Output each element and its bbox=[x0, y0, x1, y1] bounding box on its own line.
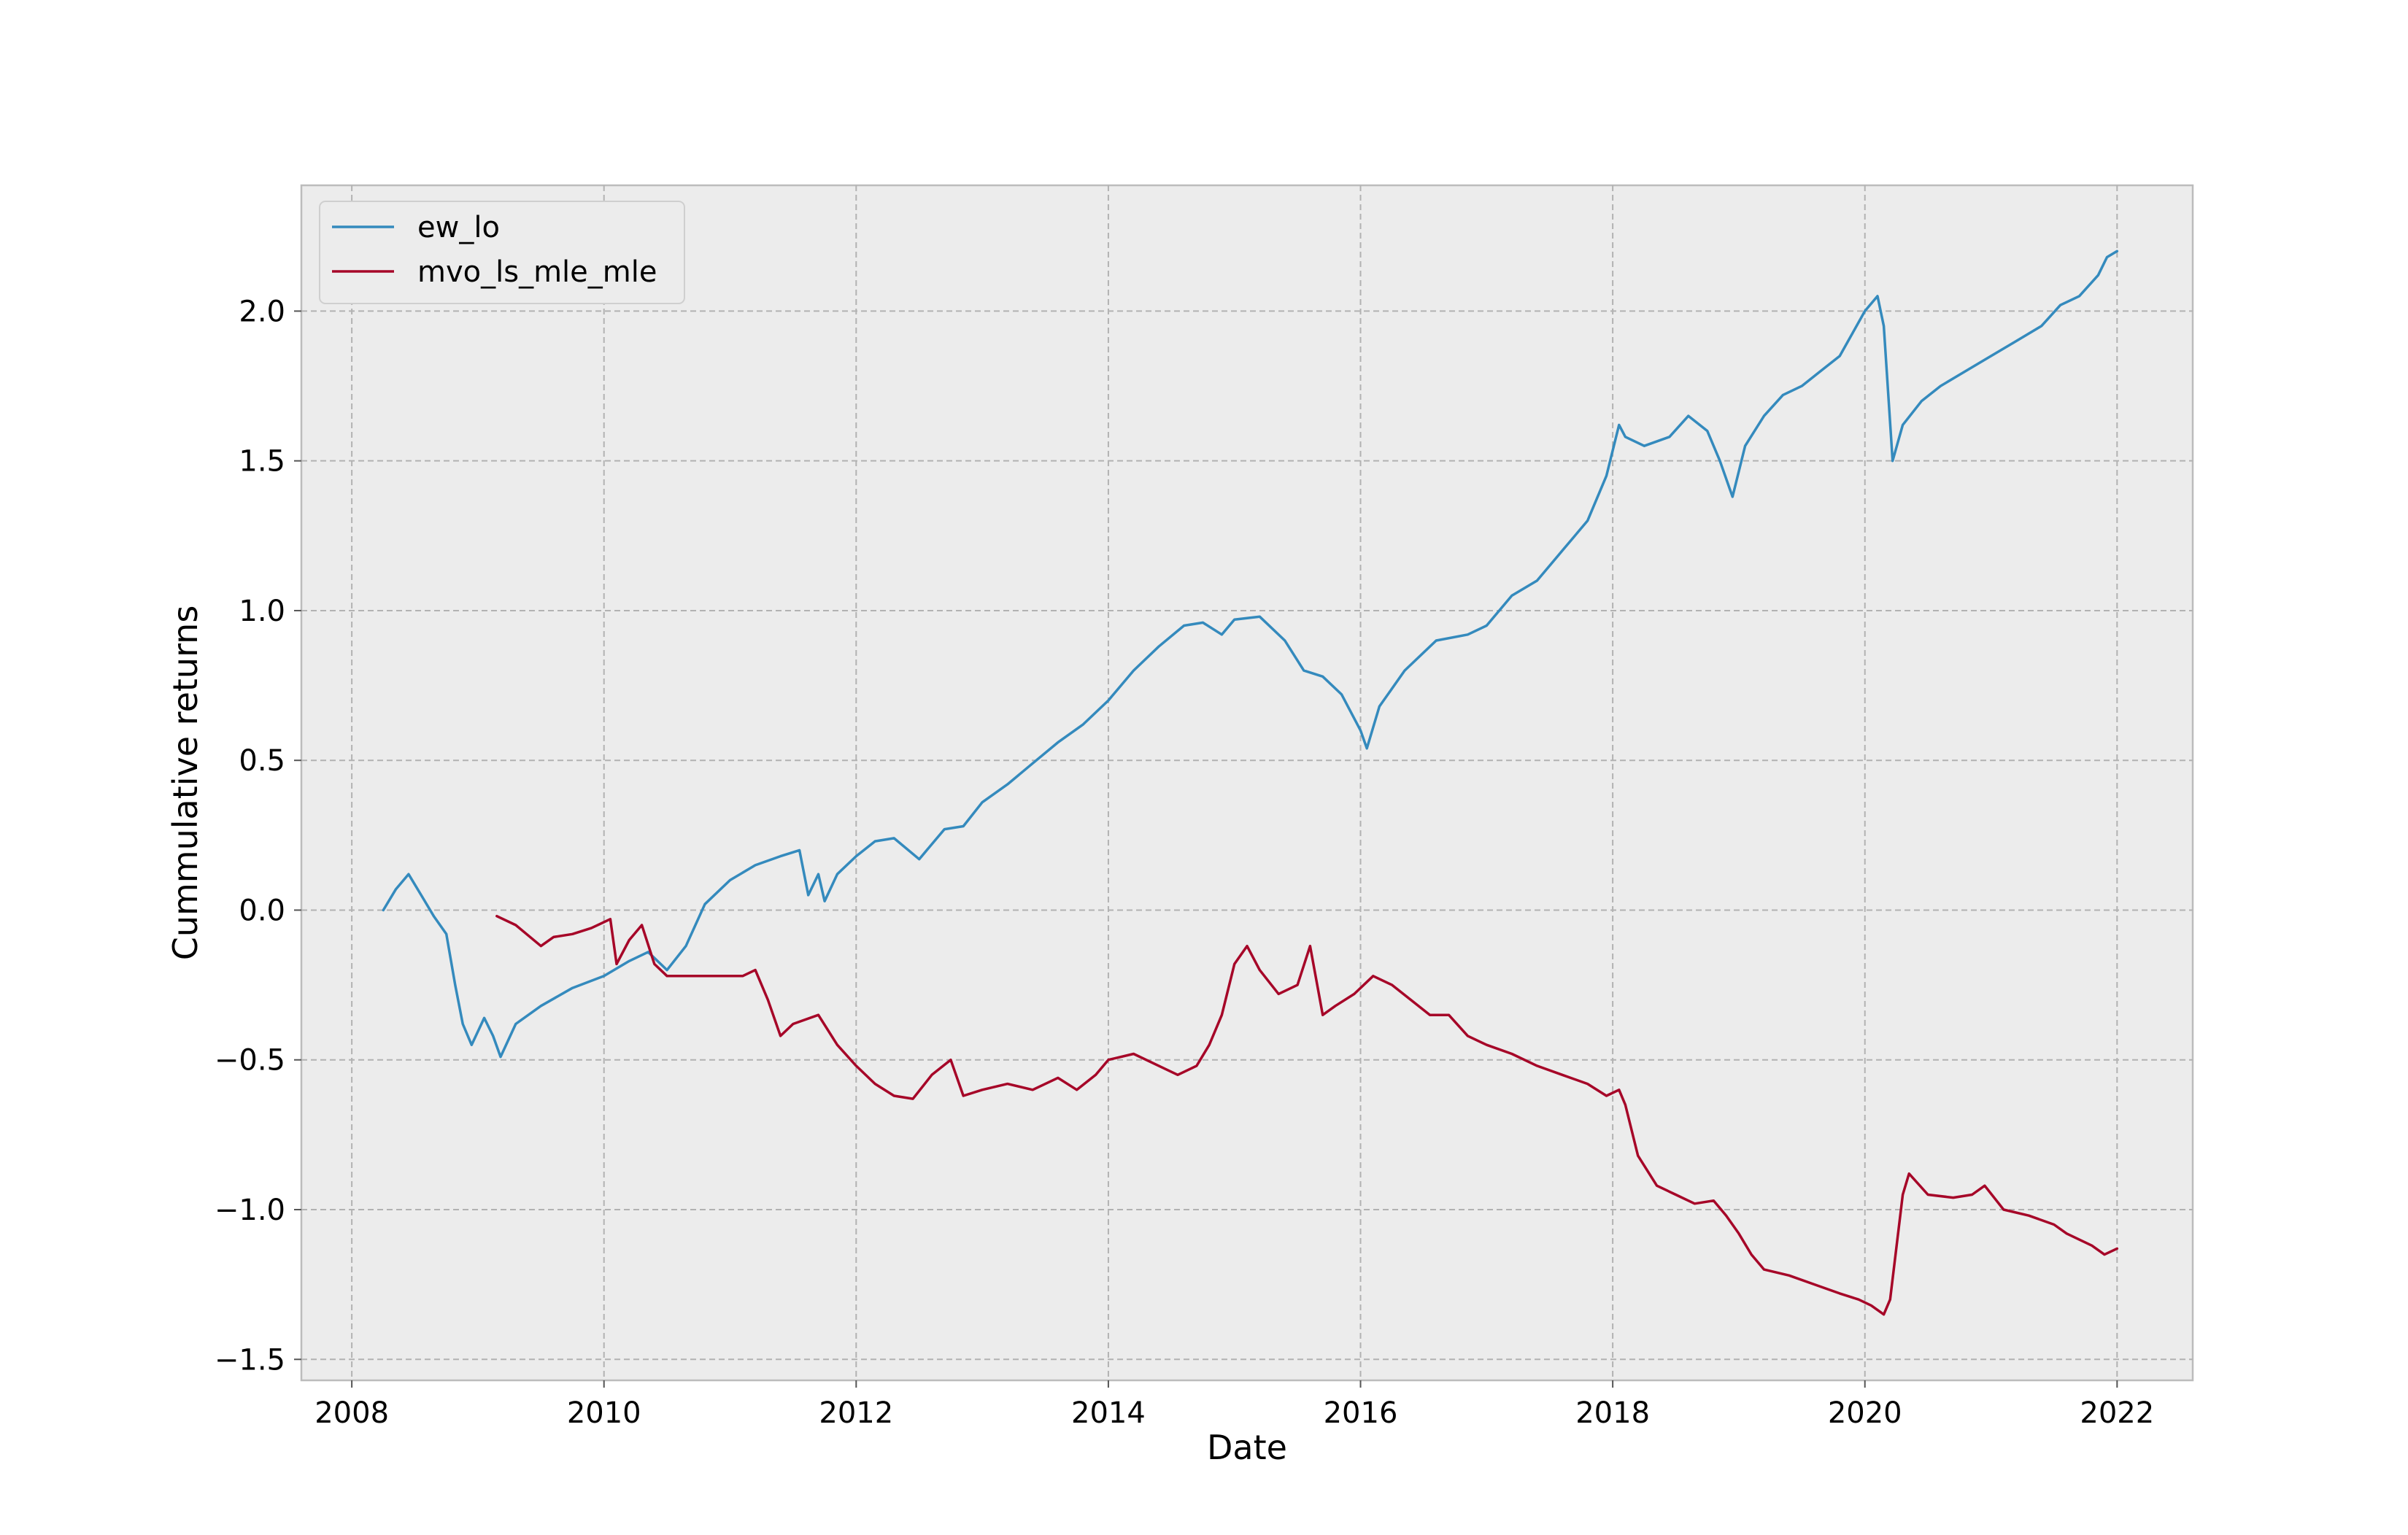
y-tick-label: 1.5 bbox=[239, 445, 285, 479]
x-tick-label: 2012 bbox=[819, 1396, 893, 1430]
y-axis-title: Cummulative returns bbox=[166, 606, 205, 961]
series-line-ew-lo bbox=[382, 250, 2119, 1059]
y-tick-label: −1.0 bbox=[215, 1194, 285, 1227]
series-lines bbox=[382, 250, 2119, 1316]
x-tick-label: 2018 bbox=[1575, 1396, 1650, 1430]
y-tick-label: 2.0 bbox=[239, 295, 285, 328]
x-tick-label: 2010 bbox=[567, 1396, 641, 1430]
x-axis-title: Date bbox=[1207, 1428, 1287, 1467]
plot-area bbox=[300, 184, 2194, 1382]
y-tick-label: 0.5 bbox=[239, 744, 285, 778]
legend-box bbox=[319, 201, 685, 304]
x-tick-label: 2014 bbox=[1071, 1396, 1146, 1430]
y-tick-label: 1.0 bbox=[239, 595, 285, 628]
legend-label-mvo-ls-mle-mle: mvo_ls_mle_mle bbox=[417, 255, 657, 289]
x-tick-label: 2022 bbox=[2080, 1396, 2154, 1430]
x-tick-label: 2020 bbox=[1828, 1396, 1902, 1430]
x-tick-label: 2008 bbox=[314, 1396, 389, 1430]
x-tick-label: 2016 bbox=[1324, 1396, 1398, 1430]
legend-label-ew-lo: ew_lo bbox=[417, 211, 500, 244]
y-tick-label: 0.0 bbox=[239, 894, 285, 927]
series-line-mvo-ls-mle-mle bbox=[495, 914, 2119, 1316]
grid-lines bbox=[301, 185, 2193, 1380]
y-tick-label: −1.5 bbox=[215, 1343, 285, 1377]
y-tick-label: −0.5 bbox=[215, 1044, 285, 1078]
legend: ew_lo mvo_ls_mle_mle bbox=[319, 201, 685, 304]
axis-ticks: 2008 2010 2012 2014 2016 2018 2020 2022 −1.5 −1.0… bbox=[215, 295, 2154, 1430]
